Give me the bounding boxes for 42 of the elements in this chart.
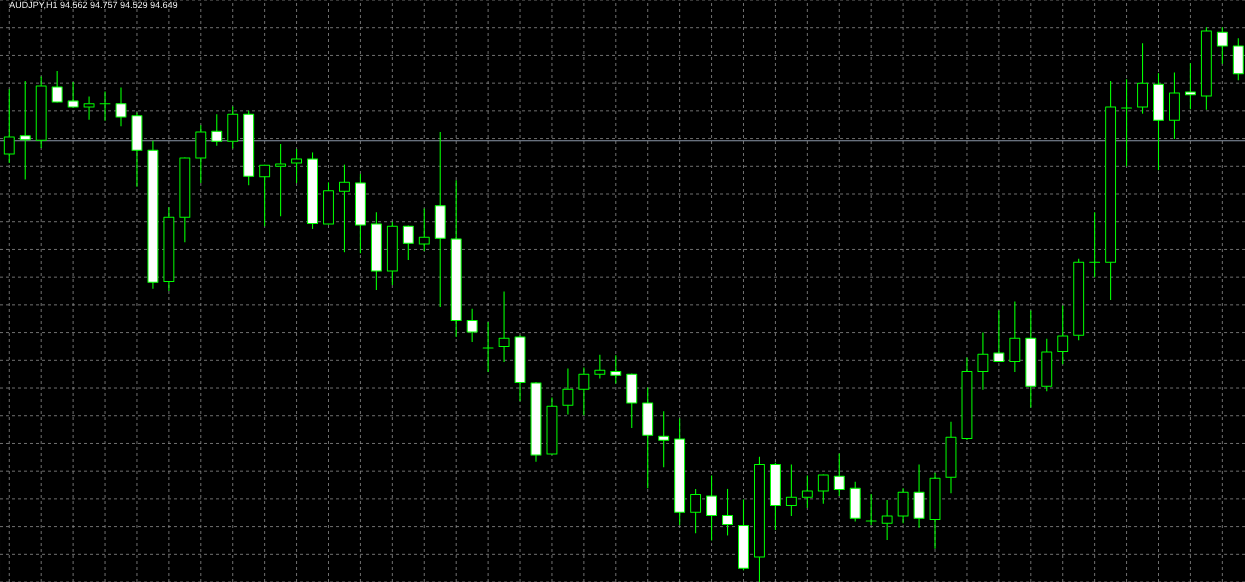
candlestick	[498, 291, 510, 362]
candlestick	[291, 149, 303, 183]
candlestick	[785, 464, 797, 517]
candlestick	[67, 82, 79, 108]
candlestick	[51, 70, 63, 103]
candlestick	[259, 164, 271, 227]
candlestick	[1184, 63, 1196, 110]
candlestick	[19, 80, 31, 180]
candlestick	[817, 474, 829, 504]
candlestick	[402, 225, 414, 260]
candlestick	[211, 114, 223, 146]
candlestick	[594, 354, 606, 379]
candlestick	[482, 322, 494, 372]
candlestick	[1216, 27, 1228, 64]
candlestick	[115, 87, 127, 127]
candlestick	[722, 488, 733, 536]
candlestick	[658, 411, 670, 468]
candlestick	[897, 488, 909, 524]
candlestick	[578, 367, 590, 416]
candlestick	[339, 164, 350, 253]
candlestick	[1089, 212, 1101, 278]
candlestick	[833, 453, 845, 497]
candlestick	[466, 308, 478, 342]
candlestick	[706, 475, 718, 541]
candlestick	[865, 493, 877, 525]
candlestick	[1009, 301, 1021, 372]
candlestick	[1121, 79, 1133, 167]
chart-title: AUDJPY,H1 94.562 94.757 94.529 94.649	[9, 1, 178, 10]
candlestick	[690, 488, 702, 534]
candlestick	[562, 368, 574, 415]
candlestick	[3, 89, 15, 163]
candlestick	[83, 96, 95, 120]
candlestick	[1057, 305, 1069, 365]
candlestick	[275, 144, 287, 217]
candlestick	[801, 475, 813, 508]
candlestick	[993, 310, 1005, 362]
candlestick	[881, 499, 893, 540]
candlestick	[1137, 43, 1148, 114]
candlestick	[418, 208, 430, 252]
candlestick	[610, 355, 622, 384]
candlestick	[977, 332, 989, 390]
candlestick	[99, 91, 111, 121]
